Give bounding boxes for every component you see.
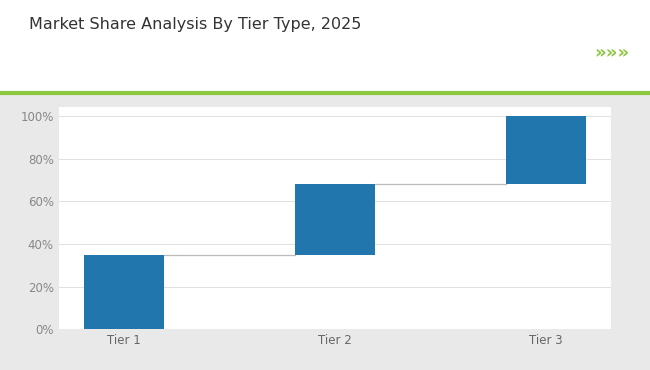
Bar xyxy=(506,116,586,184)
Bar xyxy=(294,184,375,255)
Text: Market Share Analysis By Tier Type, 2025: Market Share Analysis By Tier Type, 2025 xyxy=(29,17,361,32)
Bar xyxy=(84,255,164,329)
Text: »»»: »»» xyxy=(594,45,629,63)
